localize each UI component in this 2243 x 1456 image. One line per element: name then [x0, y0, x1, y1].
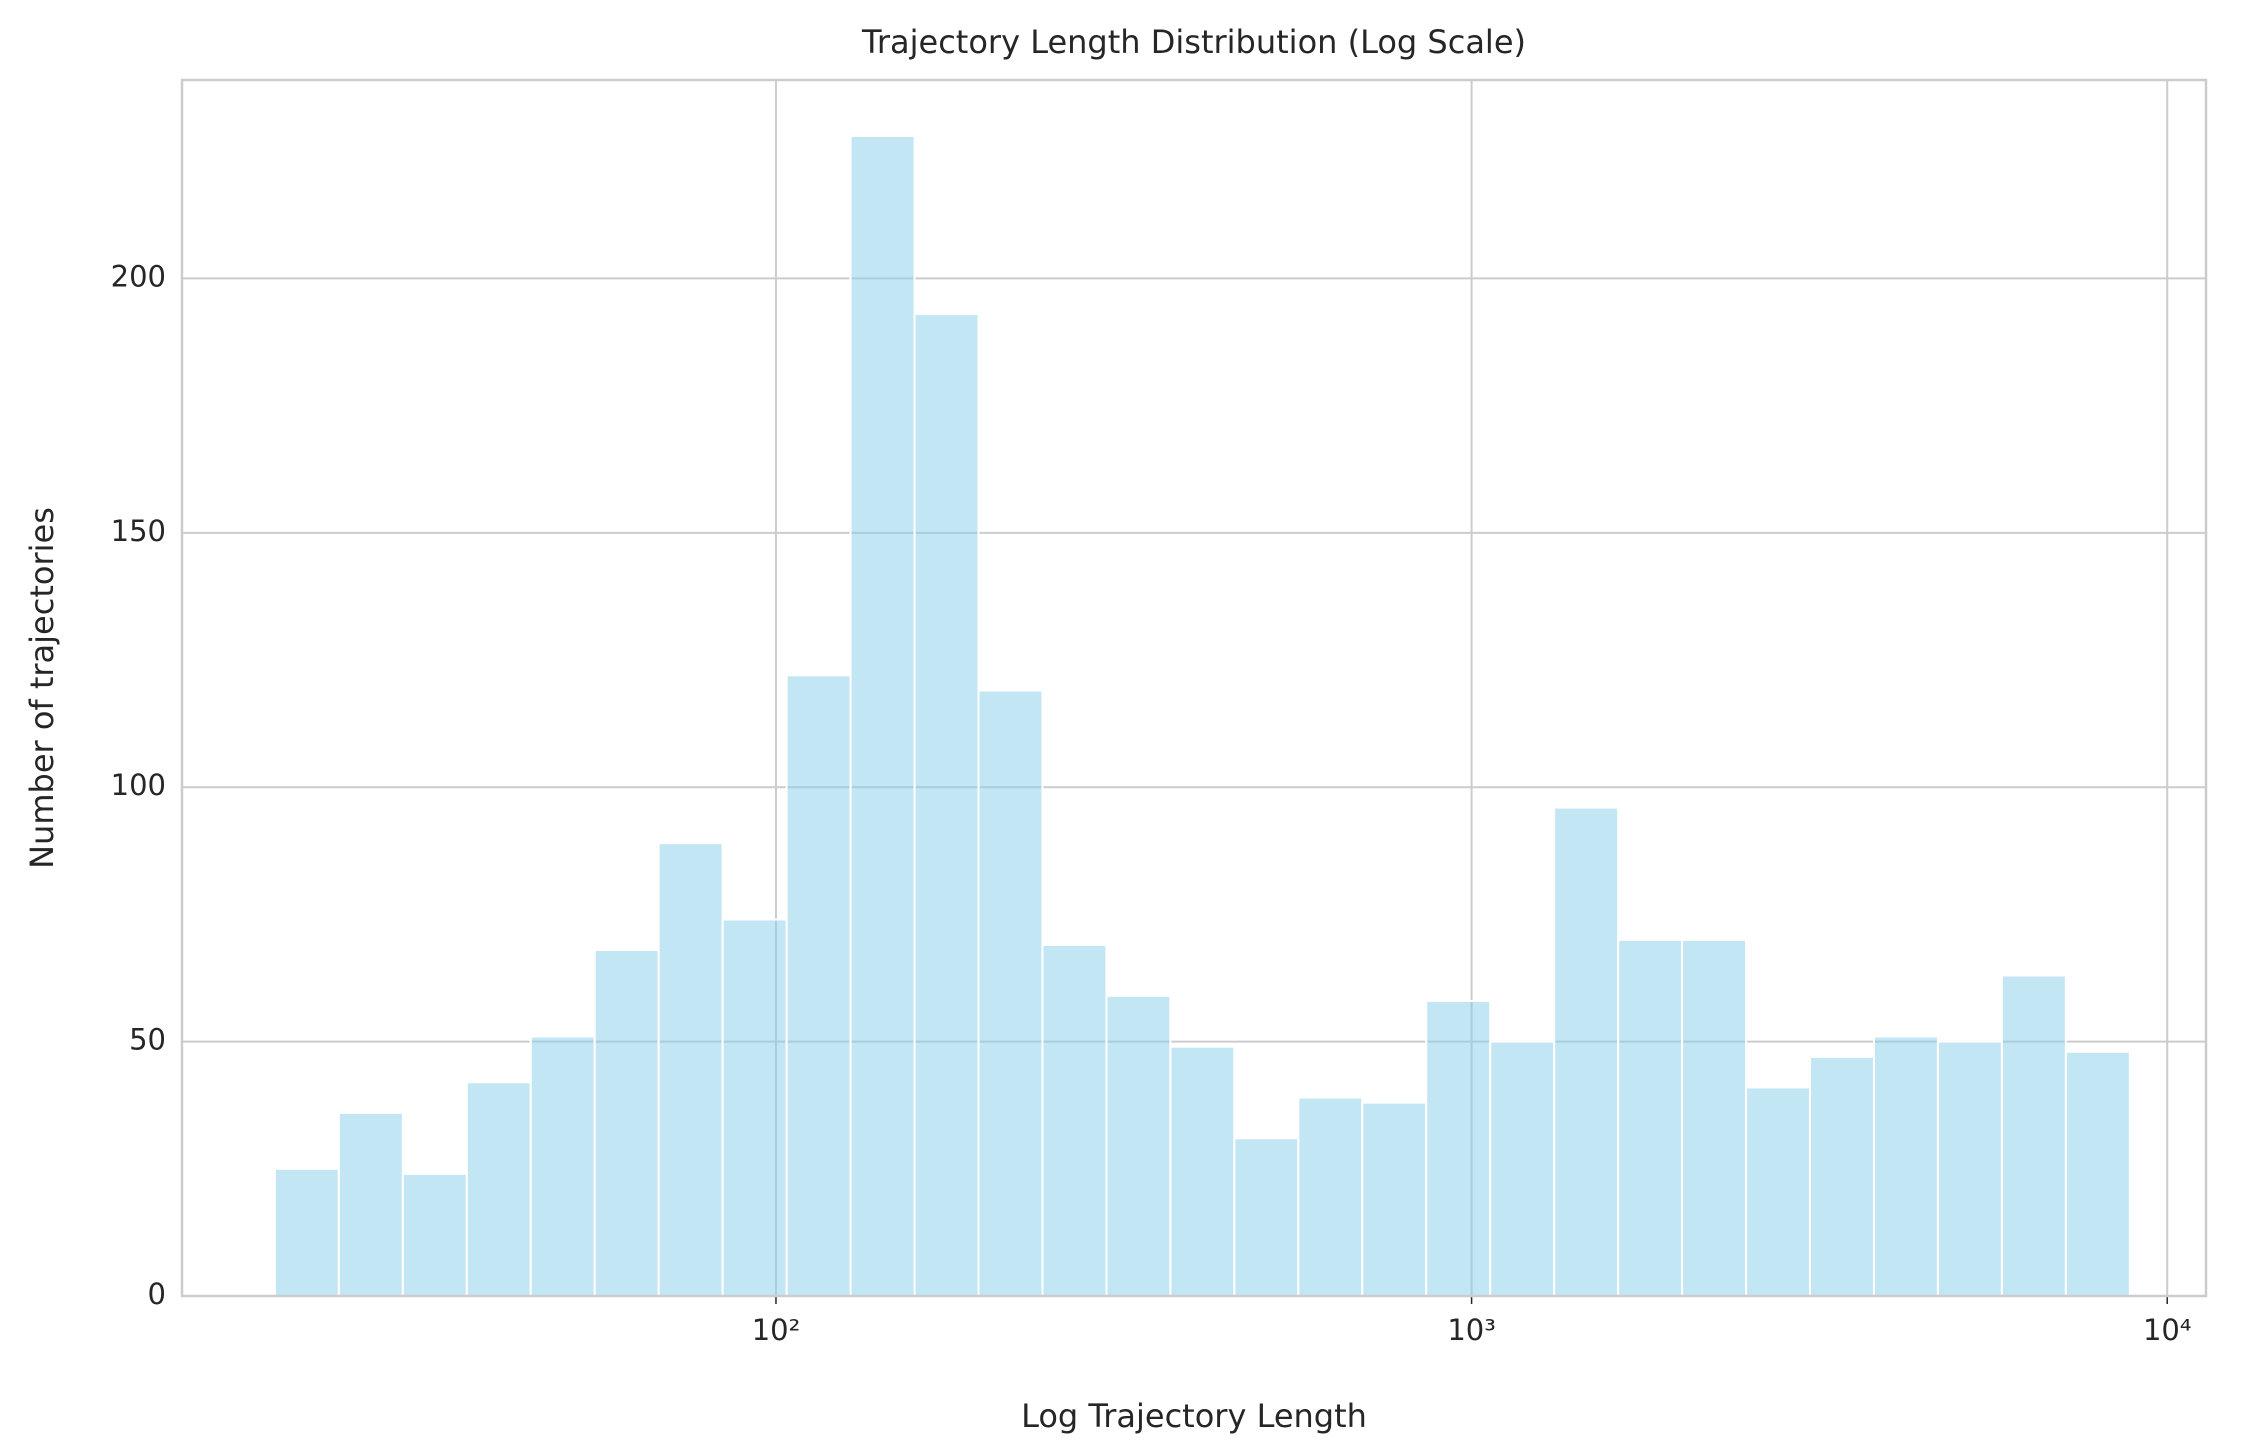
chart-title: Trajectory Length Distribution (Log Scal… [861, 23, 1526, 61]
y-tick-label: 100 [111, 768, 166, 802]
bar [273, 1167, 340, 1297]
bar [1233, 1137, 1300, 1297]
plot-frame [180, 78, 2208, 1298]
bar [721, 918, 788, 1298]
y-tick-label: 0 [148, 1277, 166, 1311]
bar [1169, 1045, 1236, 1298]
x-tick-label: 10² [752, 1313, 801, 1347]
y-tick-label: 200 [111, 259, 166, 293]
bar [1297, 1096, 1364, 1298]
bar [593, 949, 660, 1297]
bar [529, 1035, 596, 1297]
bar [657, 842, 724, 1297]
bar [1361, 1101, 1428, 1298]
y-tick-label: 150 [111, 514, 166, 548]
bar [1681, 938, 1748, 1297]
y-tick-label: 50 [129, 1023, 166, 1057]
bar [913, 313, 980, 1297]
bar [1936, 1040, 2003, 1297]
bar [1809, 1055, 1875, 1297]
bar [337, 1111, 404, 1297]
x-tick-label: 10⁴ [2143, 1313, 2192, 1347]
bar [1872, 1035, 1939, 1297]
bar [465, 1081, 532, 1297]
bar [1745, 1086, 1812, 1297]
y-axis-label: Number of trajectories [23, 507, 61, 869]
bar [2000, 974, 2067, 1297]
bar [1553, 806, 1620, 1298]
bar [977, 689, 1044, 1297]
x-axis-label: Log Trajectory Length [1021, 1397, 1367, 1435]
x-tick-label: 10³ [1447, 1313, 1496, 1347]
bar [785, 674, 852, 1297]
bar [2064, 1050, 2131, 1298]
bar [1105, 994, 1172, 1298]
bar [849, 134, 916, 1297]
bar [401, 1172, 468, 1298]
bar [1617, 938, 1684, 1297]
bar [1041, 943, 1108, 1298]
bar [1489, 1040, 1556, 1297]
bar [1425, 999, 1492, 1297]
